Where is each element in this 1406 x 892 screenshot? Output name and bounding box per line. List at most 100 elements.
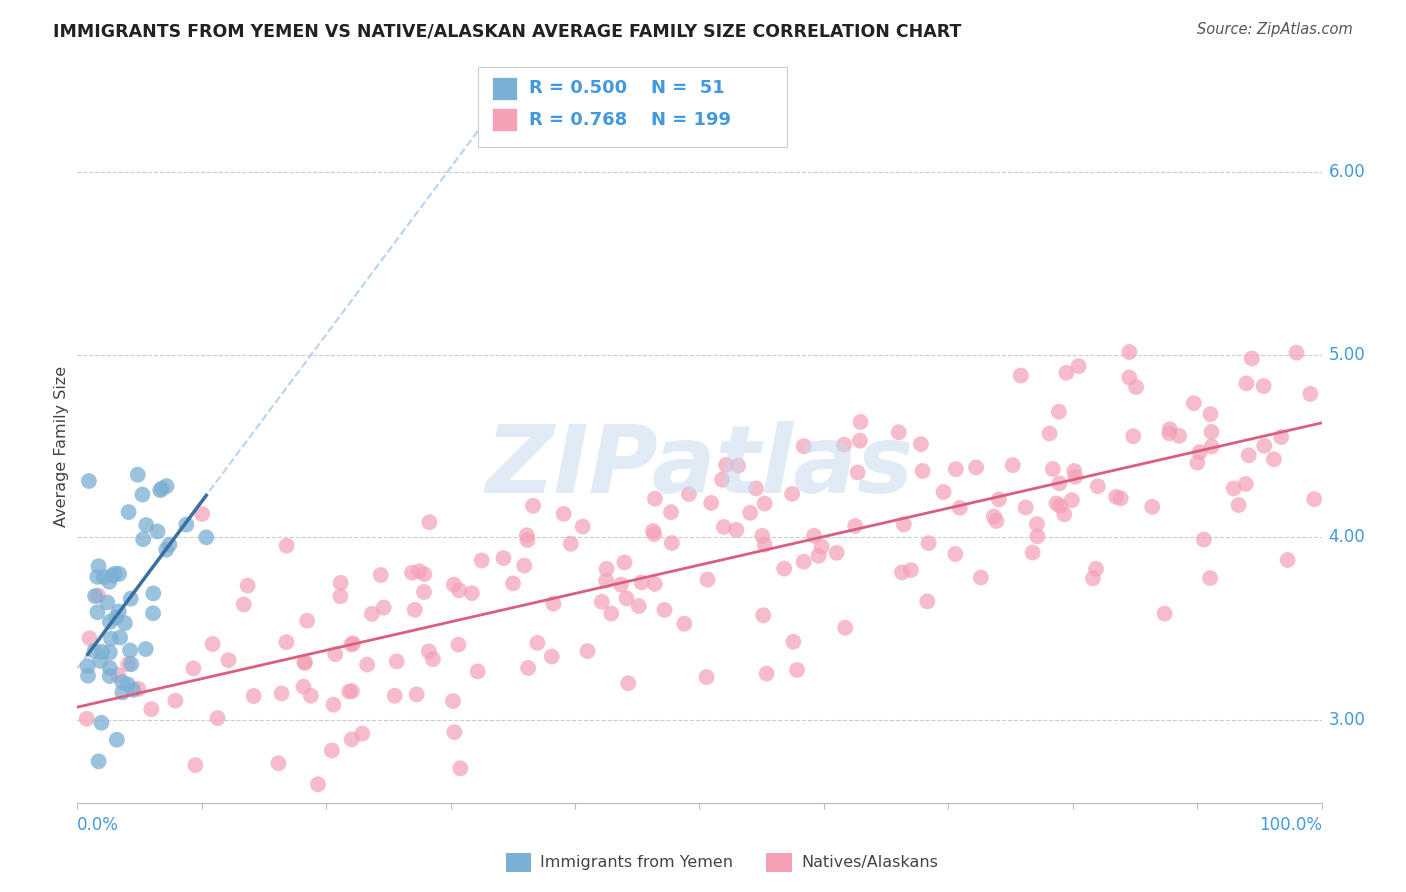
Point bbox=[1299, 387, 1322, 401]
Point bbox=[340, 684, 363, 698]
Point bbox=[560, 537, 582, 551]
Point bbox=[932, 485, 955, 500]
Point bbox=[447, 638, 470, 652]
Point bbox=[232, 598, 254, 612]
Point bbox=[90, 715, 112, 730]
Point bbox=[613, 555, 636, 569]
Point bbox=[307, 777, 329, 791]
Point bbox=[1109, 491, 1132, 506]
Point bbox=[1187, 456, 1209, 470]
Point bbox=[644, 491, 666, 506]
Point bbox=[1085, 562, 1108, 576]
Point bbox=[745, 482, 768, 496]
Point bbox=[413, 567, 436, 582]
Point bbox=[135, 642, 157, 657]
Point bbox=[641, 524, 664, 538]
Point bbox=[323, 647, 346, 661]
Point bbox=[131, 487, 153, 501]
Point bbox=[89, 654, 111, 668]
Point bbox=[195, 530, 218, 544]
Point bbox=[267, 756, 290, 771]
Point bbox=[591, 595, 613, 609]
Point bbox=[127, 681, 149, 696]
Point bbox=[405, 687, 427, 701]
Point bbox=[87, 589, 110, 603]
Point bbox=[1053, 508, 1076, 522]
Point bbox=[834, 621, 856, 635]
Point bbox=[141, 702, 163, 716]
Point bbox=[1159, 426, 1181, 441]
Point bbox=[911, 464, 934, 478]
Point bbox=[782, 635, 804, 649]
Point bbox=[1038, 426, 1060, 441]
Point bbox=[77, 669, 100, 683]
Point bbox=[413, 585, 436, 599]
Point bbox=[401, 566, 423, 580]
Point bbox=[1081, 571, 1104, 585]
Text: 5.00: 5.00 bbox=[1329, 345, 1365, 364]
Point bbox=[1159, 422, 1181, 436]
Point bbox=[191, 507, 214, 521]
Point bbox=[1014, 500, 1036, 515]
Point bbox=[370, 568, 392, 582]
Point bbox=[1237, 448, 1260, 462]
Point bbox=[236, 579, 259, 593]
Point bbox=[832, 438, 855, 452]
Point bbox=[887, 425, 910, 440]
Point bbox=[352, 726, 374, 740]
Point bbox=[201, 637, 224, 651]
Point bbox=[142, 586, 165, 600]
Point bbox=[727, 458, 749, 473]
Text: N = 199: N = 199 bbox=[651, 111, 731, 128]
Point bbox=[595, 562, 617, 576]
Point bbox=[176, 517, 198, 532]
Point bbox=[142, 607, 165, 621]
Point bbox=[385, 654, 408, 668]
Point bbox=[754, 497, 776, 511]
Point bbox=[849, 415, 872, 429]
Point bbox=[107, 605, 129, 619]
Point bbox=[443, 725, 465, 739]
Point bbox=[1060, 493, 1083, 508]
Point bbox=[654, 603, 676, 617]
Point bbox=[157, 538, 180, 552]
Point bbox=[242, 689, 264, 703]
Point bbox=[1263, 452, 1285, 467]
Point bbox=[340, 732, 363, 747]
Point bbox=[337, 684, 360, 698]
Point bbox=[1201, 440, 1223, 454]
Point bbox=[617, 676, 640, 690]
Point bbox=[101, 568, 124, 582]
Point bbox=[117, 505, 139, 519]
Text: 4.00: 4.00 bbox=[1329, 528, 1365, 547]
Point bbox=[329, 575, 352, 590]
Point bbox=[111, 685, 134, 699]
Point bbox=[352, 822, 374, 836]
Point bbox=[340, 638, 363, 652]
Point bbox=[98, 661, 121, 675]
Point bbox=[1188, 445, 1211, 459]
Text: 3.00: 3.00 bbox=[1329, 712, 1365, 730]
Point bbox=[891, 566, 914, 580]
Point bbox=[105, 732, 128, 747]
Text: 6.00: 6.00 bbox=[1329, 162, 1365, 180]
Point bbox=[404, 603, 426, 617]
Point bbox=[793, 555, 815, 569]
Point bbox=[1047, 405, 1070, 419]
Point bbox=[517, 661, 540, 675]
Point bbox=[1054, 366, 1077, 380]
Text: IMMIGRANTS FROM YEMEN VS NATIVE/ALASKAN AVERAGE FAMILY SIZE CORRELATION CHART: IMMIGRANTS FROM YEMEN VS NATIVE/ALASKAN … bbox=[53, 22, 962, 40]
Point bbox=[516, 533, 538, 547]
Point bbox=[165, 694, 187, 708]
Point bbox=[673, 616, 696, 631]
Point bbox=[786, 663, 808, 677]
Point bbox=[1199, 571, 1222, 585]
Point bbox=[329, 589, 352, 603]
Point bbox=[1222, 482, 1244, 496]
Point bbox=[77, 474, 100, 488]
Point bbox=[1064, 469, 1087, 483]
Point bbox=[91, 645, 114, 659]
Point bbox=[522, 499, 544, 513]
Point bbox=[849, 434, 872, 448]
Point bbox=[1118, 345, 1140, 359]
